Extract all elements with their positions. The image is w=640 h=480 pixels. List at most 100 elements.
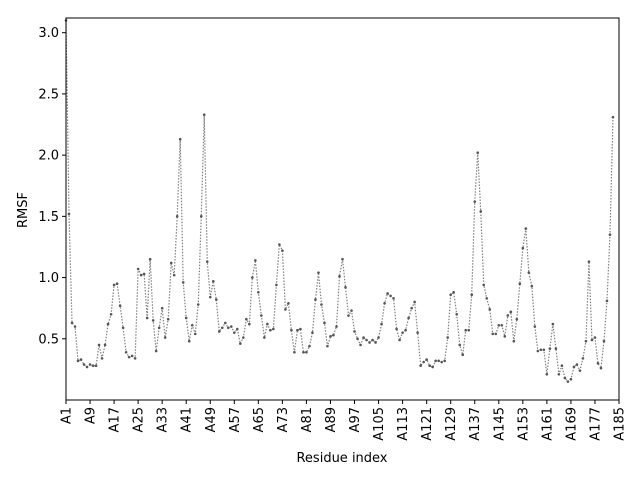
data-point bbox=[389, 294, 392, 298]
data-point bbox=[554, 347, 558, 350]
data-point bbox=[413, 300, 416, 304]
data-point bbox=[539, 348, 543, 352]
data-point bbox=[160, 306, 164, 310]
data-point bbox=[356, 337, 359, 341]
data-point bbox=[587, 260, 591, 263]
data-point bbox=[106, 322, 110, 326]
data-point bbox=[437, 359, 440, 363]
data-point bbox=[124, 350, 128, 354]
data-point bbox=[590, 338, 594, 342]
y-tick-label: 1.5 bbox=[38, 210, 59, 225]
data-point bbox=[269, 328, 272, 332]
data-point bbox=[314, 298, 317, 301]
data-point bbox=[446, 336, 449, 339]
x-tick-label: A113 bbox=[396, 407, 411, 441]
data-point bbox=[115, 282, 119, 285]
data-point bbox=[512, 339, 516, 343]
data-point bbox=[398, 338, 401, 342]
data-point bbox=[254, 259, 257, 262]
x-tick-label: A177 bbox=[588, 407, 603, 441]
data-point bbox=[338, 275, 341, 278]
data-point bbox=[563, 376, 567, 380]
data-point bbox=[524, 227, 528, 230]
data-point bbox=[214, 298, 218, 301]
data-point bbox=[299, 327, 302, 331]
y-tick-label: 0.5 bbox=[38, 332, 59, 347]
data-point bbox=[368, 341, 371, 344]
data-point bbox=[248, 322, 251, 326]
data-point bbox=[284, 308, 287, 311]
data-point bbox=[581, 357, 585, 360]
data-point bbox=[374, 341, 377, 344]
data-point bbox=[82, 363, 86, 366]
data-point bbox=[239, 342, 242, 345]
data-point bbox=[302, 350, 305, 354]
data-point bbox=[217, 330, 221, 333]
data-point bbox=[223, 321, 227, 325]
data-point bbox=[193, 332, 197, 336]
data-point bbox=[320, 303, 323, 306]
data-point bbox=[440, 360, 443, 364]
data-point bbox=[76, 359, 80, 363]
data-point bbox=[85, 365, 89, 369]
data-point bbox=[230, 325, 233, 328]
data-point bbox=[169, 261, 173, 265]
data-point bbox=[260, 314, 263, 317]
data-point bbox=[233, 331, 236, 334]
data-point bbox=[404, 328, 407, 332]
data-point bbox=[608, 233, 612, 237]
data-point bbox=[335, 325, 338, 328]
x-tick-label: A145 bbox=[492, 407, 507, 441]
data-point bbox=[199, 215, 203, 218]
axes-frame bbox=[65, 17, 620, 401]
y-tick-label: 3.0 bbox=[38, 26, 59, 41]
data-point bbox=[605, 299, 609, 303]
data-point bbox=[88, 363, 92, 366]
x-tick-label: A41 bbox=[180, 407, 195, 432]
x-tick-label: A153 bbox=[516, 407, 531, 441]
x-tick-label: A121 bbox=[420, 407, 435, 441]
data-point bbox=[281, 249, 284, 252]
data-point bbox=[527, 271, 531, 274]
series-line bbox=[65, 20, 614, 383]
data-point bbox=[407, 316, 410, 320]
data-point bbox=[545, 372, 549, 376]
x-tick-label: A137 bbox=[468, 407, 483, 441]
data-point bbox=[263, 336, 266, 339]
data-point bbox=[461, 353, 465, 357]
data-point bbox=[533, 325, 537, 328]
data-point bbox=[560, 364, 564, 368]
data-point bbox=[109, 312, 113, 316]
data-point bbox=[208, 295, 212, 299]
data-point bbox=[395, 327, 398, 331]
x-tick-label: A1 bbox=[60, 407, 75, 424]
data-point bbox=[476, 151, 480, 154]
data-point bbox=[593, 336, 597, 339]
data-point bbox=[500, 324, 504, 327]
data-point bbox=[515, 317, 519, 321]
data-point bbox=[386, 292, 389, 295]
data-point bbox=[449, 293, 453, 297]
x-tick-label: A57 bbox=[228, 407, 243, 432]
data-point bbox=[359, 343, 362, 347]
data-point bbox=[220, 326, 224, 330]
data-point bbox=[287, 301, 290, 305]
data-point bbox=[148, 257, 152, 261]
data-point bbox=[503, 335, 507, 338]
data-point bbox=[97, 343, 101, 347]
data-point bbox=[91, 364, 95, 368]
data-point bbox=[416, 331, 419, 334]
data-point bbox=[401, 331, 404, 334]
data-point bbox=[311, 331, 314, 334]
data-point bbox=[419, 364, 422, 368]
data-point bbox=[392, 297, 395, 300]
data-point bbox=[497, 324, 501, 327]
data-point bbox=[305, 350, 308, 354]
data-point bbox=[70, 321, 74, 325]
data-point bbox=[308, 344, 311, 348]
data-point bbox=[425, 358, 428, 361]
data-point bbox=[434, 359, 437, 363]
data-point bbox=[548, 347, 552, 350]
data-point bbox=[112, 283, 116, 287]
